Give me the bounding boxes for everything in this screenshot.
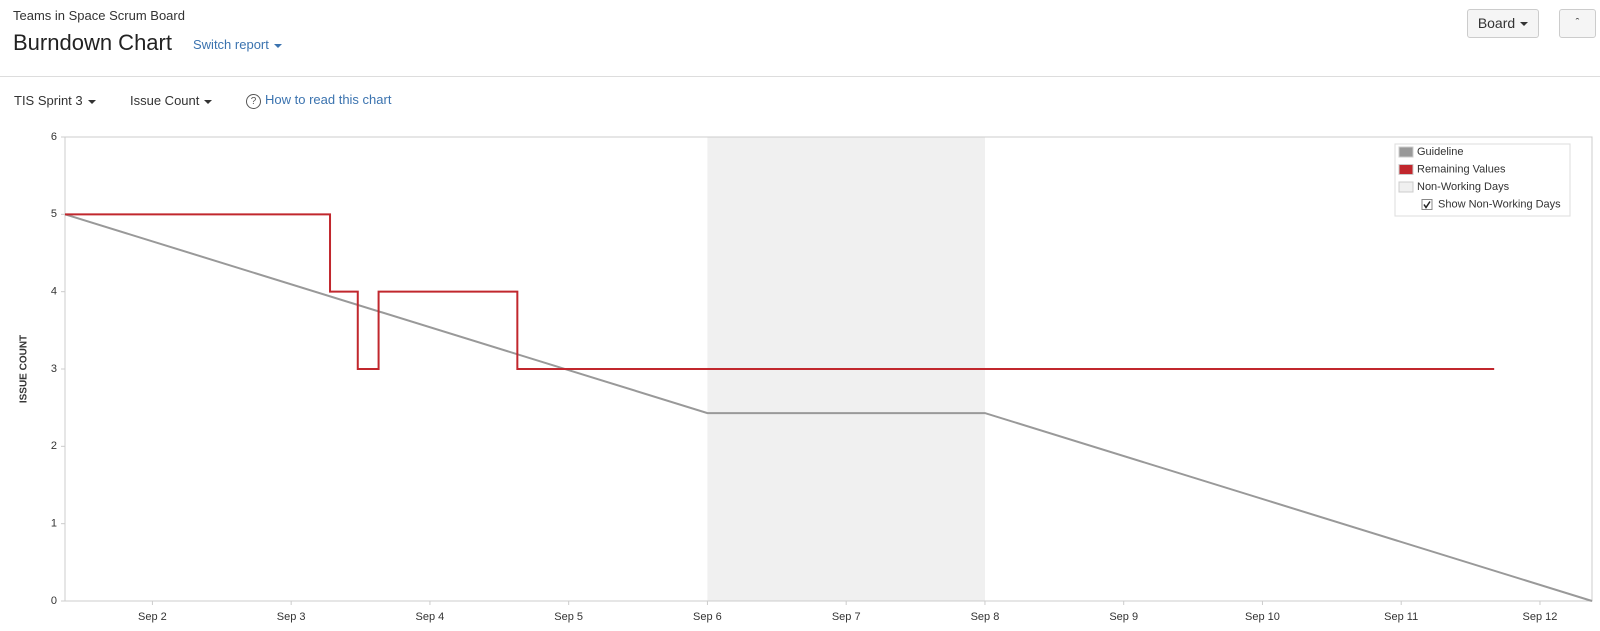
y-tick-label: 6 (51, 131, 57, 143)
y-tick-label: 2 (51, 440, 57, 452)
collapse-button[interactable]: ˆ (1559, 9, 1596, 38)
x-tick-label: Sep 12 (1523, 611, 1558, 623)
help-link[interactable]: ? How to read this chart (246, 92, 391, 109)
x-tick-label: Sep 8 (971, 611, 1000, 623)
help-label[interactable]: How to read this chart (265, 92, 392, 107)
y-tick-label: 1 (51, 518, 57, 530)
series-line (64, 213, 1593, 602)
y-tick-label: 0 (51, 595, 57, 607)
x-tick-label: Sep 9 (1109, 611, 1138, 623)
page-title: Burndown Chart (13, 30, 172, 55)
x-tick-label: Sep 7 (832, 611, 861, 623)
checkbox-check (1423, 201, 1431, 209)
legend-label: Guideline (1417, 146, 1463, 158)
breadcrumb[interactable]: Teams in Space Scrum Board (13, 8, 185, 23)
switch-report[interactable]: Switch report (193, 37, 282, 52)
checkbox-label: Show Non-Working Days (1438, 198, 1561, 210)
y-tick-label: 3 (51, 363, 57, 375)
checkbox[interactable] (1421, 199, 1433, 210)
x-tick-label: Sep 5 (554, 611, 583, 623)
sprint-label[interactable]: TIS Sprint 3 (14, 93, 83, 108)
switch-report-label[interactable]: Switch report (193, 37, 269, 52)
x-tick-label: Sep 11 (1384, 611, 1418, 623)
board-button[interactable]: Board (1467, 9, 1539, 38)
x-tick-label: Sep 2 (138, 611, 167, 623)
board-label[interactable]: Board (1477, 15, 1516, 31)
x-tick-label: Sep 6 (693, 611, 722, 623)
x-tick-label: Sep 3 (277, 611, 306, 623)
legend-swatch (1398, 164, 1414, 175)
estimation-label[interactable]: Issue Count (130, 93, 200, 108)
y-tick-label: 4 (51, 286, 57, 298)
legend-swatch (1398, 181, 1414, 193)
legend-label: Non-Working Days (1417, 181, 1510, 193)
divider (0, 76, 1600, 77)
y-tick-label: 5 (51, 208, 57, 220)
x-tick-label: Sep 4 (416, 611, 445, 623)
y-axis-label: ISSUE COUNT (19, 335, 30, 403)
legend-swatch (1398, 146, 1414, 158)
series-line (65, 213, 1495, 370)
estimation-picker[interactable]: Issue Count (130, 93, 213, 108)
legend-label: Remaining Values (1417, 163, 1506, 175)
x-tick-label: Sep 10 (1245, 611, 1280, 623)
sprint-picker[interactable]: TIS Sprint 3 (14, 93, 96, 108)
